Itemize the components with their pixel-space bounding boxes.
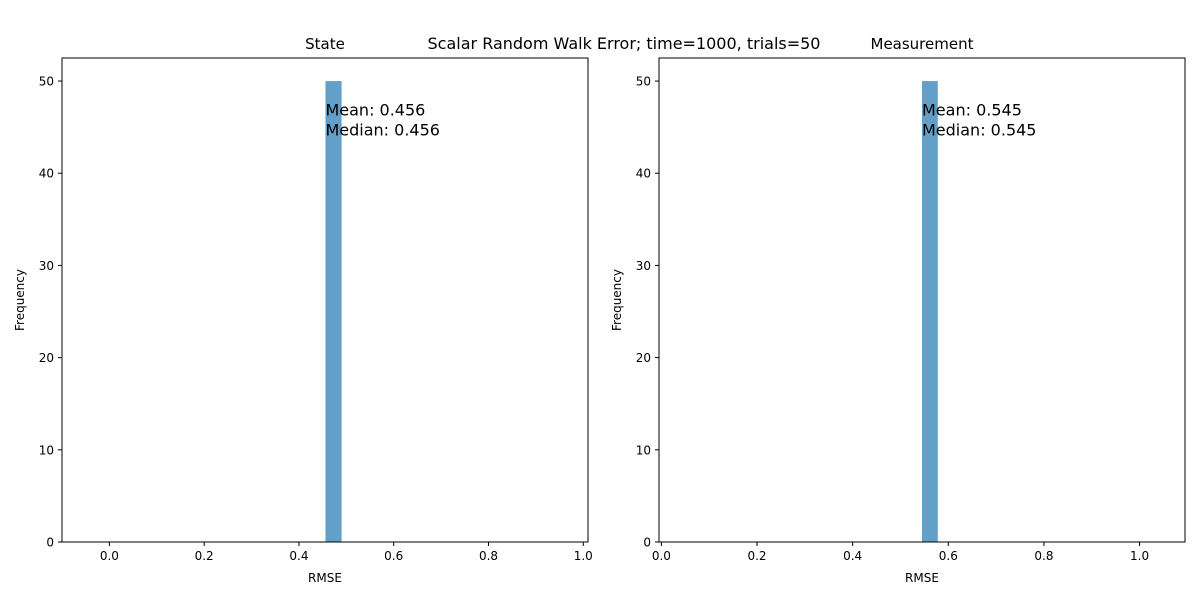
measurement-median-annotation: Median: 0.545 [922, 121, 1036, 140]
measurement-x-tick-label: 0.2 [747, 549, 766, 563]
measurement-mean-annotation: Mean: 0.545 [922, 101, 1022, 120]
measurement-x-tick-label: 1.0 [1130, 549, 1149, 563]
state-y-tick-label: 10 [39, 443, 54, 457]
measurement-y-tick-label: 50 [636, 75, 651, 89]
measurement-x-tick-label: 0.8 [1034, 549, 1053, 563]
state-panel-title: State [305, 35, 345, 53]
measurement-y-tick-label: 30 [636, 259, 651, 273]
measurement-x-tick-label: 0.4 [843, 549, 862, 563]
measurement-panel-title: Measurement [871, 35, 974, 53]
state-histogram-panel: 0.0 0.2 0.4 0.6 0.8 1.0 0 10 20 30 40 50 State RMSE Fr… [13, 35, 593, 585]
state-y-tick-label: 40 [39, 167, 54, 181]
measurement-x-tick-label: 0.0 [652, 549, 671, 563]
measurement-y-tick-label: 0 [643, 536, 651, 550]
state-histogram-bar-0 [325, 81, 342, 543]
state-x-axis-label: RMSE [308, 571, 342, 585]
measurement-x-axis-label: RMSE [905, 571, 939, 585]
state-x-tick-label: 0.8 [479, 549, 498, 563]
state-y-tick-label: 30 [39, 259, 54, 273]
measurement-axes-frame [658, 57, 1186, 543]
state-y-tick-label: 50 [39, 75, 54, 89]
state-x-tick-label: 0.4 [289, 549, 308, 563]
state-x-tick-label: 0.2 [195, 549, 214, 563]
state-median-annotation: Median: 0.456 [325, 121, 439, 140]
measurement-y-axis-label: Frequency [610, 269, 624, 331]
state-y-tick-label: 20 [39, 351, 54, 365]
state-y-axis-label: Frequency [13, 269, 27, 331]
figure-suptitle: Scalar Random Walk Error; time=1000, tri… [428, 34, 821, 53]
state-x-tick-label: 1.0 [574, 549, 593, 563]
measurement-y-tick-label: 10 [636, 443, 651, 457]
state-x-tick-label: 0.0 [100, 549, 119, 563]
measurement-histogram-panel: 0.0 0.2 0.4 0.6 0.8 1.0 0 10 20 30 40 50 Measurement… [610, 35, 1186, 585]
measurement-y-tick-label: 40 [636, 167, 651, 181]
measurement-y-tick-label: 20 [636, 351, 651, 365]
measurement-x-tick-label: 0.6 [939, 549, 958, 563]
state-mean-annotation: Mean: 0.456 [325, 101, 425, 120]
state-axes-frame [61, 57, 589, 543]
measurement-histogram-bar-0 [922, 81, 938, 543]
state-y-tick-label: 0 [46, 536, 54, 550]
state-x-tick-label: 0.6 [384, 549, 403, 563]
